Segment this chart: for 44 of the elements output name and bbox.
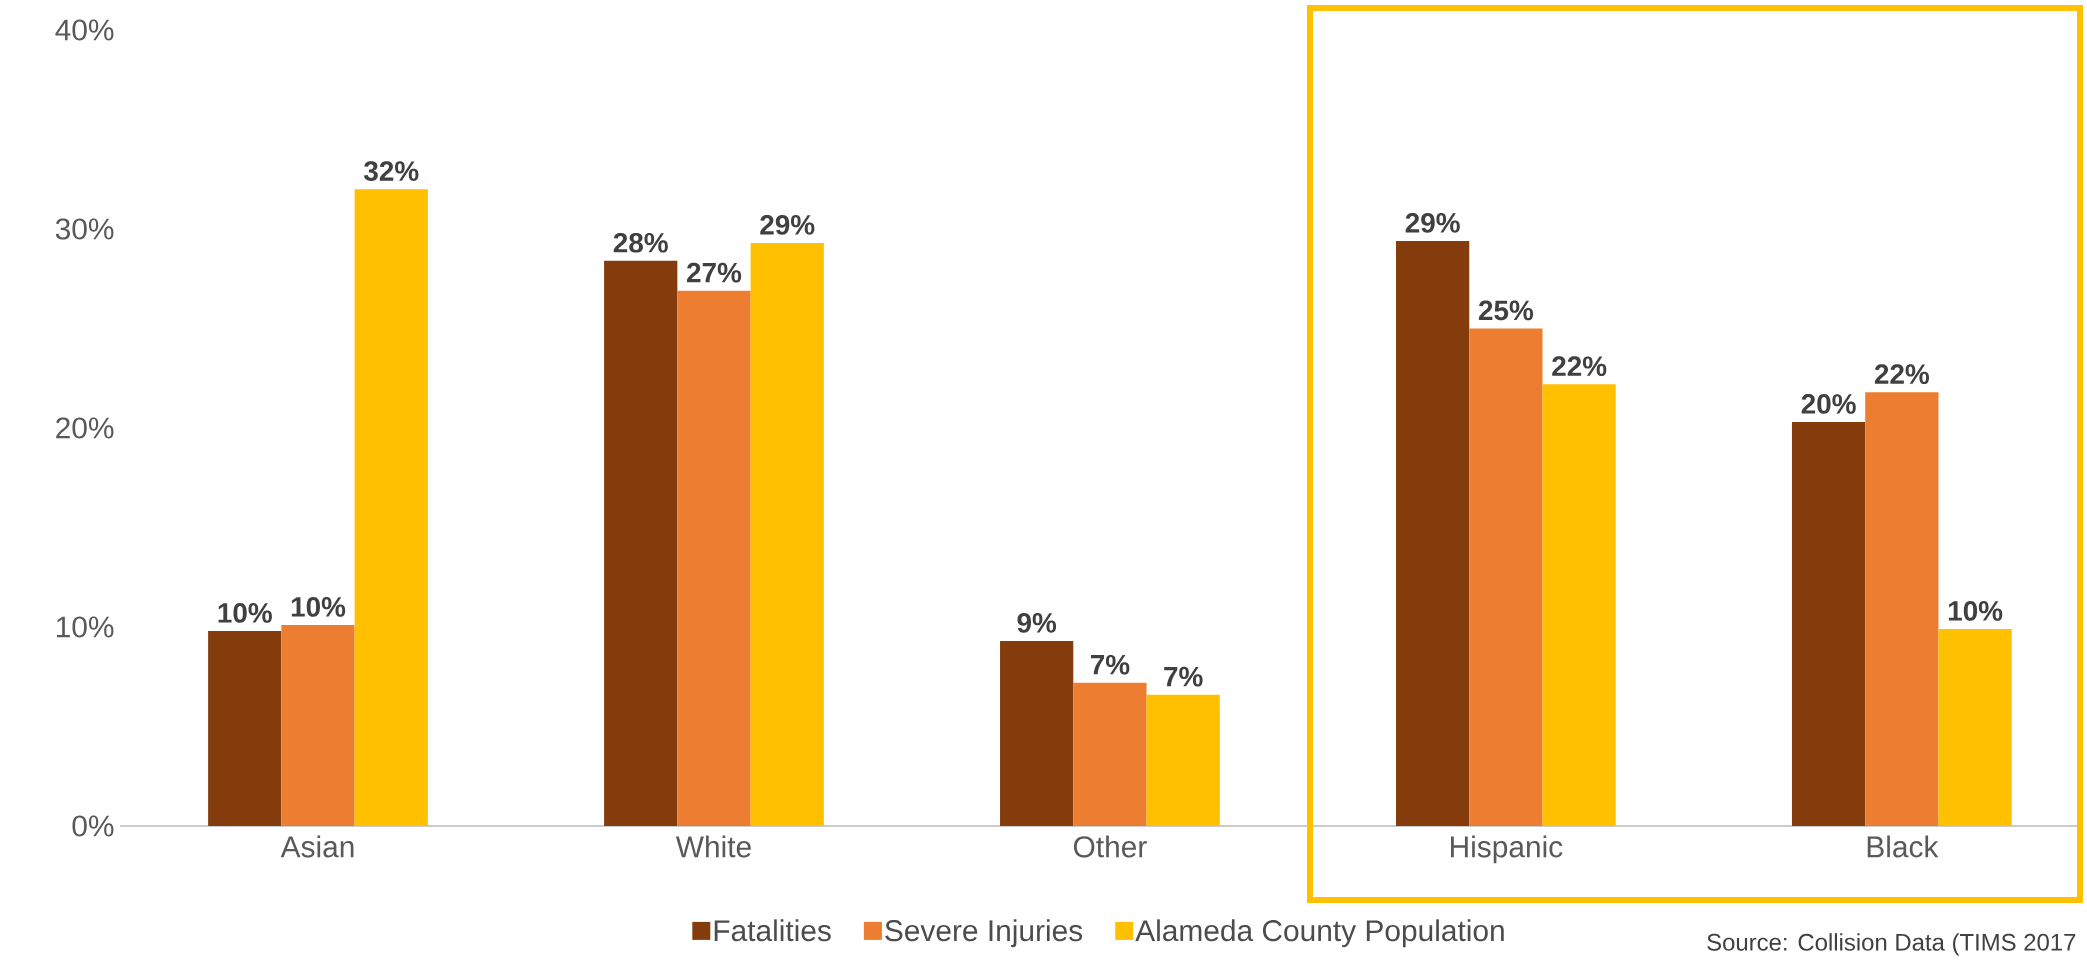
data-label: 10% — [291, 597, 346, 617]
legend-label: Fatalities — [714, 919, 831, 942]
data-label: 32% — [363, 161, 419, 181]
bar — [1865, 392, 1939, 826]
bar — [1146, 694, 1220, 826]
data-label: 20% — [1801, 394, 1856, 414]
data-label: 29% — [1405, 212, 1460, 233]
x-tick-label: Black — [1867, 835, 1939, 858]
x-tick-label: White — [675, 835, 751, 858]
data-label: 10% — [218, 603, 272, 623]
data-label: 22% — [1552, 356, 1607, 377]
x-tick-label: Hispanic — [1451, 835, 1563, 864]
bar — [354, 189, 428, 826]
data-label: 22% — [1874, 364, 1930, 384]
bar — [677, 290, 751, 826]
legend-label: Severe Injuries — [885, 919, 1083, 948]
bar — [1791, 422, 1866, 826]
y-tick-label: 40% — [55, 19, 114, 41]
y-tick-label: 10% — [56, 616, 114, 638]
bar — [1073, 682, 1147, 826]
bar — [208, 630, 282, 826]
y-tick-label: 0% — [72, 815, 114, 837]
bar — [1000, 640, 1074, 826]
bar — [281, 625, 355, 826]
data-label: 7% — [1090, 654, 1130, 675]
bar — [604, 260, 678, 826]
data-label: 7% — [1164, 666, 1203, 687]
bar — [750, 242, 824, 826]
data-label: 10% — [1948, 601, 2003, 621]
bar — [1542, 384, 1616, 826]
data-label: 9% — [1017, 612, 1057, 633]
y-tick-label: 30% — [55, 218, 114, 240]
x-tick-label: Asian — [280, 835, 354, 858]
bar — [1469, 328, 1543, 826]
y-tick-label: 20% — [56, 417, 114, 439]
legend-label: Alameda County Population — [1135, 919, 1504, 948]
x-tick-label: Other — [1073, 835, 1147, 858]
source-note: Source: Collision Data (TIMS 2017 — [1707, 933, 2076, 956]
bar — [1396, 240, 1470, 826]
data-label: 29% — [760, 214, 815, 235]
data-label: 25% — [1478, 300, 1534, 321]
data-label: 27% — [687, 262, 742, 283]
bar — [1938, 628, 2012, 826]
data-label: 28% — [613, 232, 668, 253]
